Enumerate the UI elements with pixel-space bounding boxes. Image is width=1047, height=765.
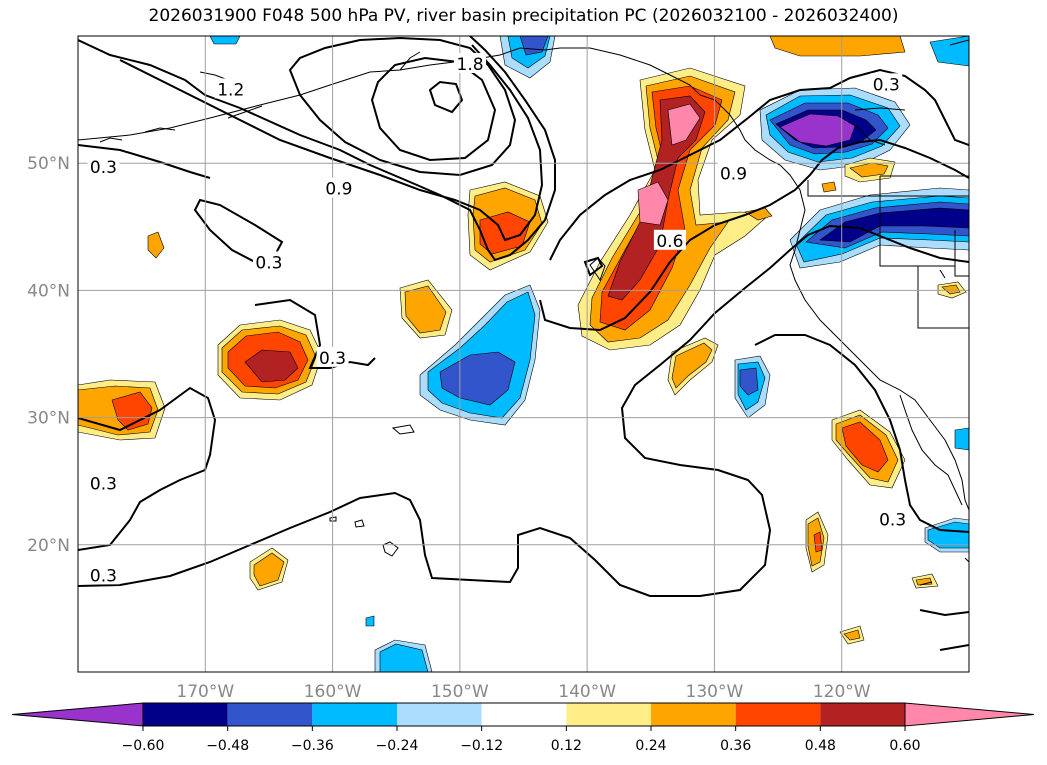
colorbar-tick-label-9: 0.60 (889, 738, 920, 754)
colorbar-segment-5 (481, 703, 567, 726)
map-panel: 1.8 1.2 0.3 0.9 0.3 0.3 0.3 0.3 0.6 0.9 0.3 0.3 (77, 35, 970, 673)
contour-label-7: 0.3 (90, 566, 117, 586)
contour-label-1: 1.2 (217, 80, 244, 100)
lon-tick-label-4: 130°W (686, 682, 744, 702)
lon-tick-label-0: 170°W (176, 682, 234, 702)
contour-label-bg-11 (876, 508, 909, 529)
colorbar-frame (142, 702, 906, 727)
lon-tick-label-2: 150°W (431, 682, 489, 702)
lon-tick-label-3: 140°W (558, 682, 616, 702)
colorbar-segment-8 (735, 703, 821, 726)
colorbar-tick-label-8: 0.48 (805, 738, 836, 754)
lat-tick-label-1: 40°N (27, 281, 70, 301)
colorbar-extend-high (904, 702, 1035, 727)
contour-label-bg-2 (87, 156, 120, 177)
colorbar-segment-1 (143, 703, 228, 726)
lat-tick-label-2: 30°N (27, 409, 70, 429)
contour-label-bg-5 (316, 346, 349, 367)
contour-labels: 1.8 1.2 0.3 0.9 0.3 0.3 0.3 0.3 0.6 0.9 0.3 0.3 (87, 52, 909, 586)
contour-label-3: 0.9 (325, 180, 352, 200)
colorbar-tick-label-5: 0.12 (551, 738, 582, 754)
contour-label-9: 0.9 (720, 164, 747, 184)
contour-label-bg-1 (214, 78, 247, 99)
contour-label-5: 0.3 (319, 349, 346, 369)
colorbar-segment-4 (397, 703, 482, 726)
colorbar-extend-low (11, 702, 144, 727)
colorbar-segment-2 (227, 703, 313, 726)
colorbar-segment-6 (566, 703, 651, 726)
contour-label-bg-6 (87, 472, 120, 493)
contour-label-bg-10 (870, 73, 903, 94)
colorbar-tick-label-4: −0.12 (460, 738, 503, 754)
lat-tick-label-0: 50°N (27, 154, 70, 174)
contour-label-bg-4 (252, 251, 285, 272)
colorbar-tick-label-2: −0.36 (291, 738, 334, 754)
colorbar-tick-label-3: −0.24 (376, 738, 419, 754)
lat-tick-label-3: 20°N (27, 536, 70, 556)
colorbar-tick-label-0: −0.60 (122, 738, 165, 754)
contour-label-10: 0.3 (873, 75, 900, 95)
lon-tick-label-5: 120°W (813, 682, 871, 702)
contour-label-bg-9 (717, 162, 750, 183)
coastlines (78, 39, 969, 586)
contour-label-8: 0.6 (656, 232, 683, 252)
colorbar-segment-9 (820, 703, 905, 726)
colorbar-tick-label-6: 0.24 (635, 738, 666, 754)
colorbar-segment-7 (651, 703, 736, 726)
contour-label-0: 1.8 (457, 55, 484, 75)
colorbar-tick-label-7: 0.36 (720, 738, 751, 754)
colorbar-segment-3 (312, 703, 397, 726)
contour-label-bg-3 (322, 177, 355, 198)
contour-label-6: 0.3 (90, 475, 117, 495)
contour-label-11: 0.3 (879, 510, 906, 530)
contour-label-bg-0 (454, 52, 487, 73)
contour-label-bg-8 (653, 229, 686, 250)
contour-label-bg-7 (87, 564, 120, 585)
colorbar-tick-label-1: −0.48 (206, 738, 249, 754)
contour-label-4: 0.3 (255, 253, 282, 273)
lon-tick-labels: 170°W 160°W 150°W 140°W 130°W 120°W (176, 682, 870, 702)
gridlines (78, 36, 969, 672)
contour-label-2: 0.3 (90, 158, 117, 178)
colorbar: −0.60 −0.48 −0.36 −0.24 −0.12 0.12 0.24 0.36 0.4… (11, 702, 1035, 754)
lon-tick-label-1: 160°W (304, 682, 362, 702)
lat-tick-labels: 50°N 40°N 30°N 20°N (27, 154, 70, 556)
map-frame (77, 35, 970, 673)
map-title: 2026031900 F048 500 hPa PV, river basin … (148, 6, 899, 26)
